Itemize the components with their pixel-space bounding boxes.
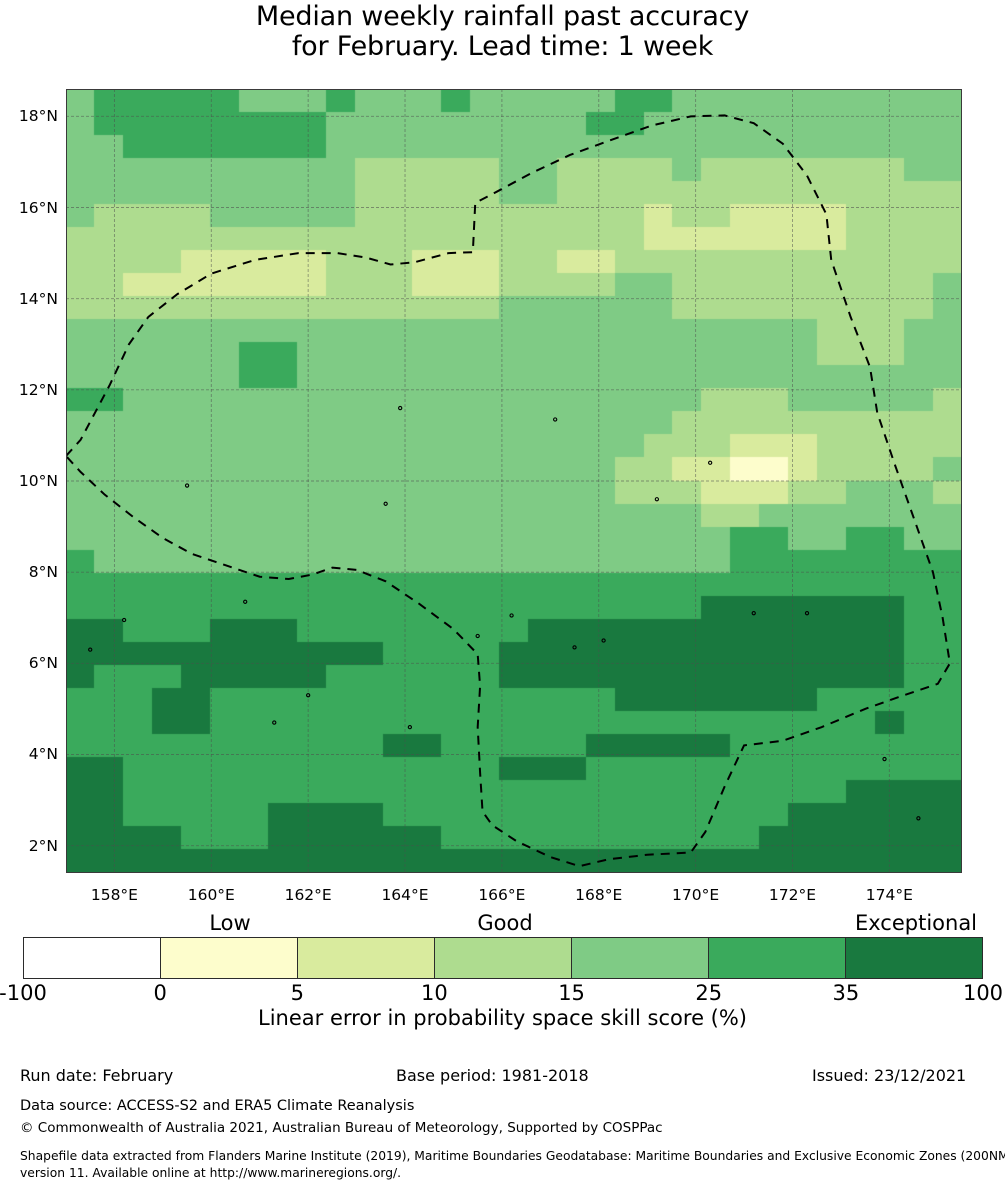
footer-metadata: Run date: February Base period: 1981-201… (0, 1066, 1005, 1180)
colorbar-category-good: Good (477, 911, 533, 935)
base-period-label: Base period: 1981-2018 (396, 1066, 589, 1085)
latitude-tick-12: 12°N (18, 380, 58, 399)
latitude-tick-18: 18°N (18, 107, 58, 126)
longitude-tick-174: 174°E (865, 886, 913, 904)
run-date-label: Run date: February (20, 1066, 174, 1085)
colorbar-tick-5: 5 (290, 981, 304, 1005)
longitude-tick-160: 160°E (187, 886, 235, 904)
latitude-tick-2: 2°N (28, 836, 58, 855)
latitude-tick-4: 4°N (28, 745, 58, 764)
copyright-label: © Commonwealth of Australia 2021, Austra… (20, 1120, 663, 1136)
colorbar-segment-2 (298, 938, 435, 978)
chart-title: Median weekly rainfall past accuracy for… (0, 1, 1005, 63)
colorbar-tick-100: 100 (962, 981, 1004, 1005)
heatmap-raster (66, 89, 962, 873)
skill-score-map (66, 89, 962, 873)
longitude-tick-168: 168°E (575, 886, 623, 904)
colorbar-axis-title: Linear error in probability space skill … (258, 1006, 747, 1030)
latitude-tick-10: 10°N (18, 472, 58, 490)
longitude-tick-164: 164°E (381, 886, 429, 904)
longitude-tick-172: 172°E (768, 886, 817, 904)
colorbar-category-low: Low (209, 911, 251, 935)
colorbar-tick-15: 15 (558, 981, 585, 1005)
latitude-tick-8: 8°N (28, 563, 58, 582)
latitude-tick-14: 14°N (18, 289, 58, 308)
latitude-tick-16: 16°N (18, 198, 58, 217)
latitude-tick-6: 6°N (28, 654, 58, 673)
colorbar-tick-35: 35 (832, 981, 860, 1005)
colorbar (23, 937, 983, 979)
colorbar-tick-0: 0 (153, 981, 167, 1005)
longitude-tick-158: 158°E (90, 886, 138, 904)
colorbar-tick-25: 25 (695, 981, 723, 1005)
colorbar-strip (23, 937, 983, 979)
longitude-tick-162: 162°E (284, 886, 332, 904)
colorbar-segment-0 (24, 938, 161, 978)
colorbar-tick--100: -100 (0, 981, 47, 1005)
shapefile-credit-line-1: Shapefile data extracted from Flanders M… (20, 1149, 1005, 1163)
colorbar-segment-3 (435, 938, 572, 978)
issued-date-label: Issued: 23/12/2021 (812, 1066, 967, 1085)
shapefile-credit-line-2: version 11. Available online at http://w… (20, 1166, 402, 1180)
colorbar-segment-1 (161, 938, 298, 978)
title-line-1: Median weekly rainfall past accuracy (255, 1, 750, 32)
colorbar-segment-5 (709, 938, 846, 978)
colorbar-category-exceptional: Exceptional (854, 911, 978, 935)
longitude-tick-170: 170°E (672, 886, 720, 904)
colorbar-segment-4 (572, 938, 709, 978)
longitude-tick-166: 166°E (478, 886, 526, 904)
colorbar-segment-6 (846, 938, 982, 978)
colorbar-tick-10: 10 (421, 981, 448, 1005)
data-source-label: Data source: ACCESS-S2 and ERA5 Climate … (20, 1098, 415, 1114)
title-line-2: for February. Lead time: 1 week (291, 31, 714, 63)
